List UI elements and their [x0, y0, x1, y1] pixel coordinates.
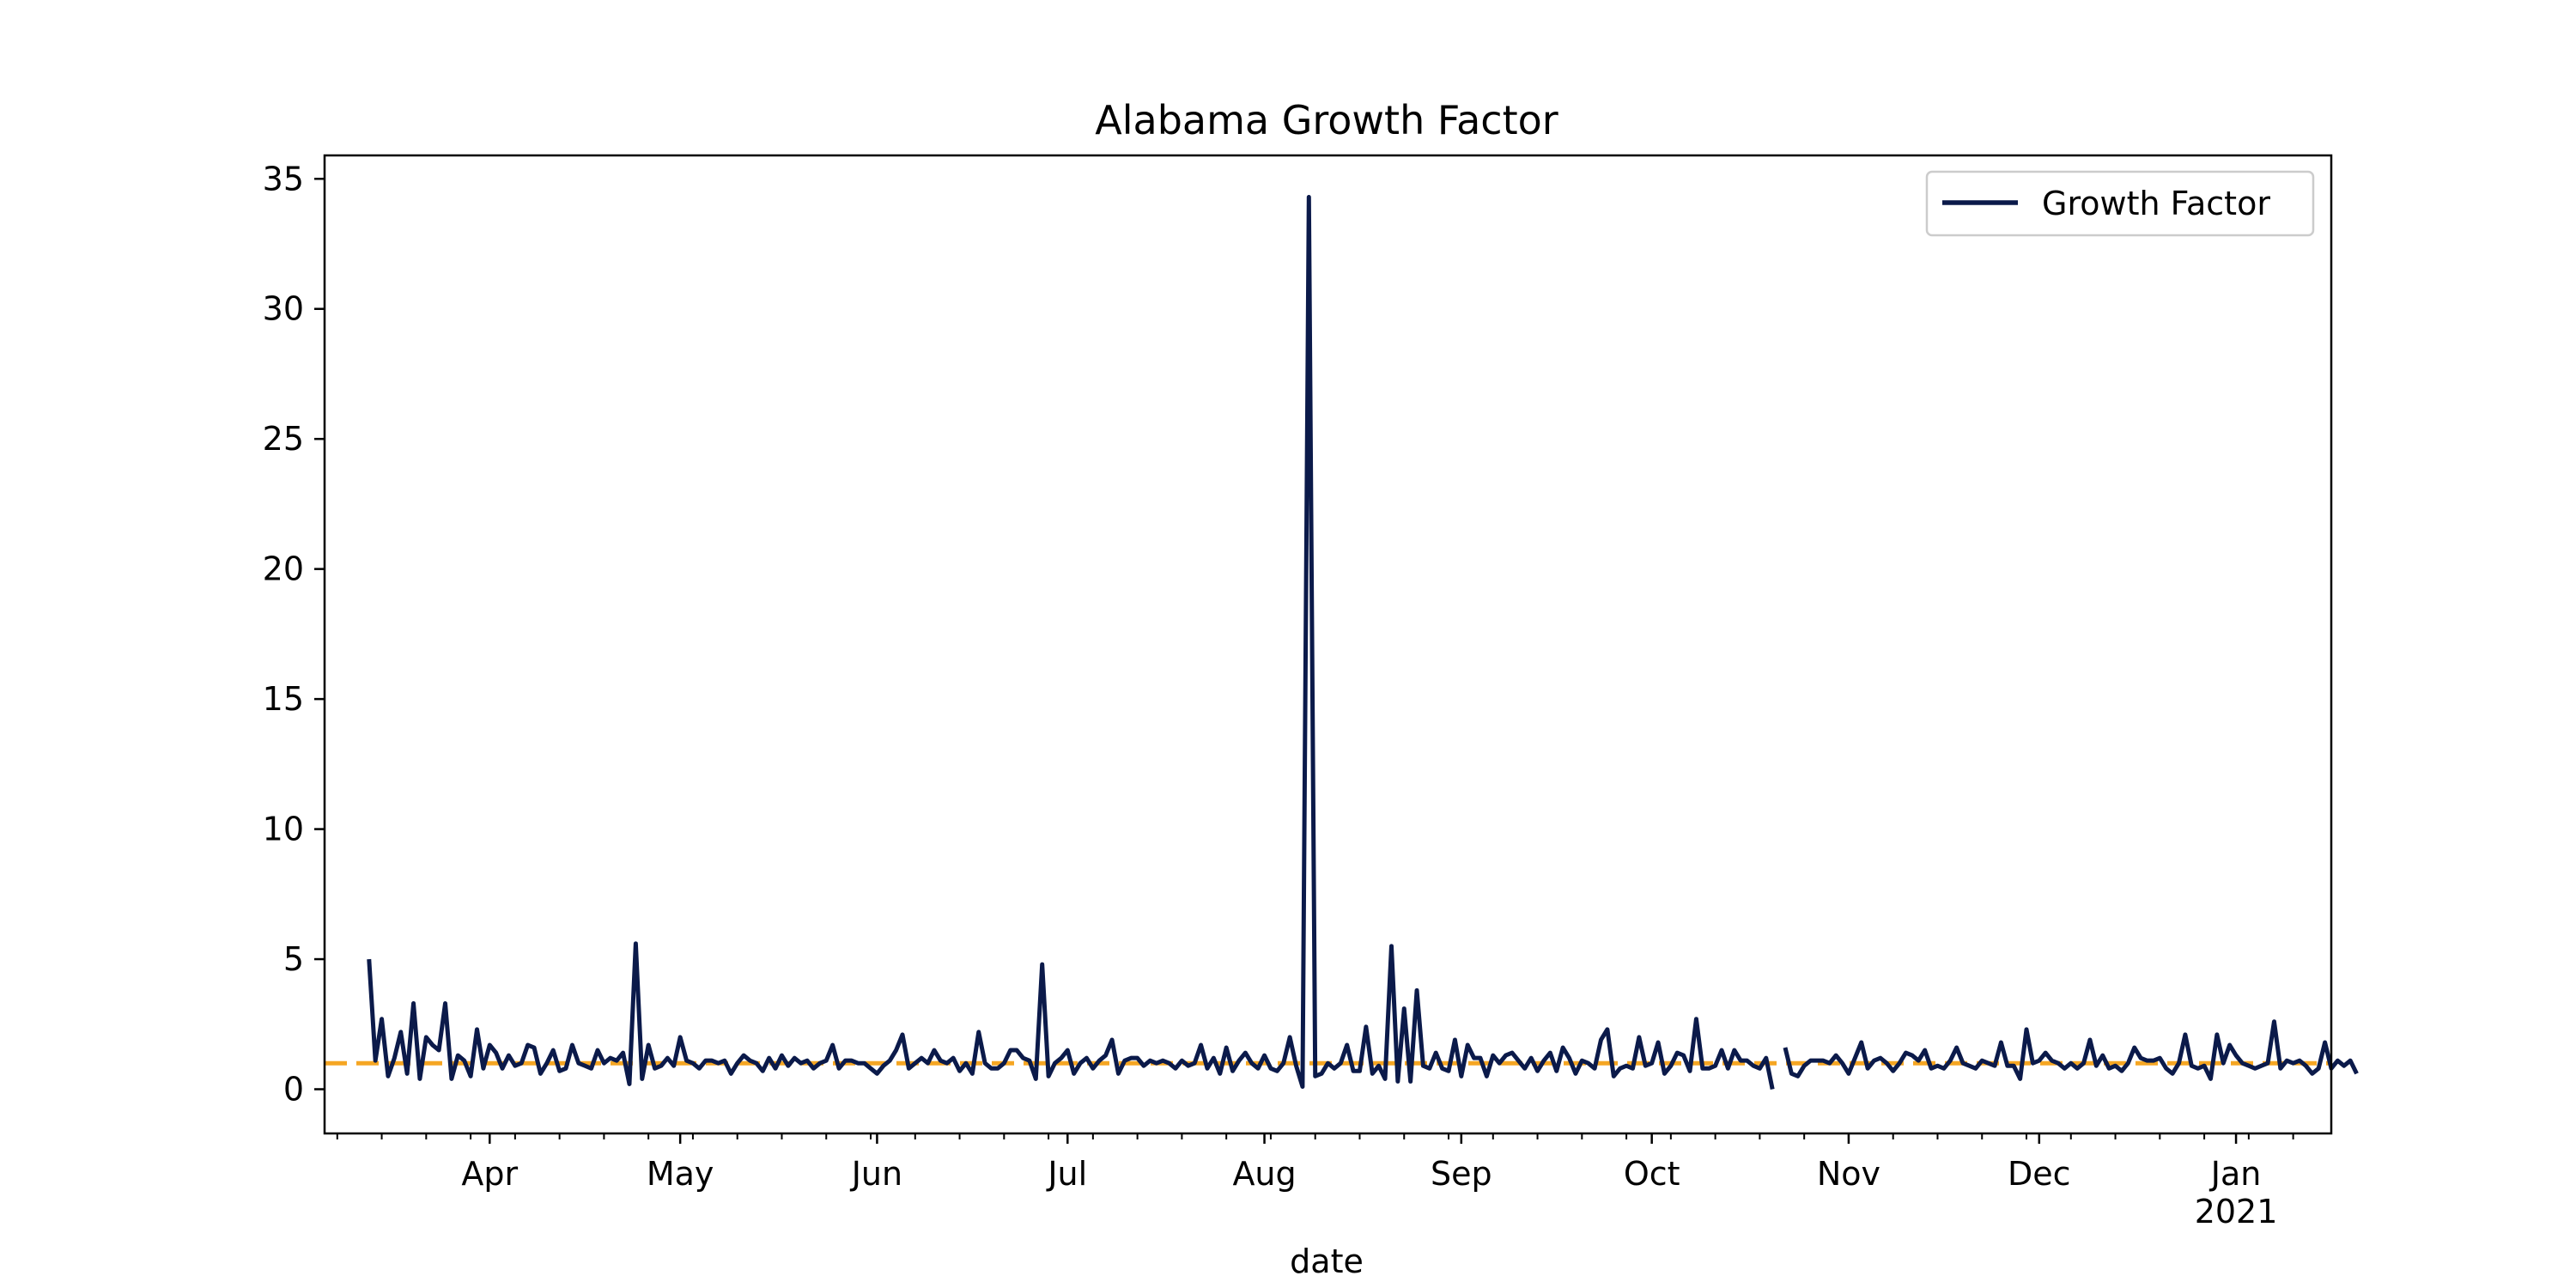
y-tick-label: 25	[263, 420, 304, 458]
legend: Growth Factor	[1925, 170, 2315, 237]
legend-box	[1925, 170, 2315, 237]
x-tick-label: May	[647, 1155, 714, 1193]
x-tick-sublabel: 2021	[2195, 1193, 2278, 1230]
y-tick-label: 15	[263, 680, 304, 718]
y-tick-label: 30	[263, 290, 304, 328]
y-tick-label: 35	[263, 160, 304, 197]
plot-frame	[323, 154, 2333, 1135]
chart-title: Alabama Growth Factor	[1095, 97, 1558, 143]
x-tick-label: Apr	[461, 1155, 518, 1193]
y-tick-label: 0	[283, 1071, 304, 1109]
legend-label-growth-factor: Growth Factor	[2042, 185, 2270, 222]
x-tick-label: Nov	[1817, 1155, 1880, 1193]
series-line-segment-0-0	[367, 194, 1775, 1090]
x-tick-label: Jun	[850, 1155, 902, 1193]
y-axis: 0 5 10 15 20 25 30 35	[263, 160, 325, 1109]
x-tick-label: Oct	[1624, 1155, 1680, 1193]
x-tick-label: Jul	[1046, 1155, 1087, 1193]
x-tick-label: Jan	[2209, 1155, 2262, 1193]
plot-area	[325, 194, 2359, 1090]
x-tick-label: Dec	[2008, 1155, 2071, 1193]
y-tick-label: 5	[283, 940, 304, 978]
x-tick-label: Aug	[1232, 1155, 1296, 1193]
x-tick-label: Sep	[1431, 1155, 1492, 1193]
x-axis-label: date	[1290, 1242, 1364, 1280]
y-tick-label: 10	[263, 811, 304, 848]
series-line-segment-0-1	[1783, 1019, 2359, 1081]
y-tick-label: 20	[263, 550, 304, 588]
